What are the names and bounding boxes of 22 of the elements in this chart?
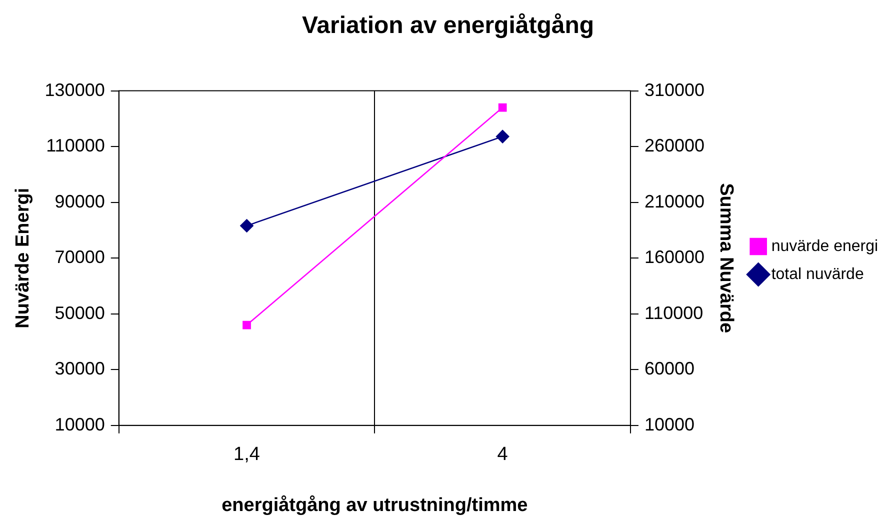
x-tick-label: 1,4 — [234, 444, 260, 466]
y2-tick-label: 10000 — [644, 414, 695, 434]
y2-axis-title: Summa Nuvärde — [716, 183, 737, 334]
y-tick-label: 130000 — [44, 80, 105, 100]
y2-tick-label: 310000 — [644, 80, 705, 100]
y2-tick-label: 260000 — [644, 136, 705, 156]
legend-label: total nuvärde — [771, 266, 864, 283]
x-axis-title: energiåtgång av utrustning/timme — [222, 494, 528, 516]
y-tick-label: 50000 — [54, 302, 105, 323]
y2-tick-label: 160000 — [644, 247, 705, 268]
legend-label: nuvärde energi — [771, 238, 878, 255]
y-tick-label: 90000 — [54, 191, 105, 212]
y-axis-title: Nuvärde Energi — [12, 188, 34, 328]
y2-tick-label: 210000 — [644, 191, 705, 212]
chart-title: Variation av energiåtgång — [302, 12, 594, 40]
x-tick-label: 4 — [497, 444, 508, 466]
y2-tick-label: 110000 — [644, 302, 704, 323]
y-tick-label: 110000 — [46, 136, 105, 156]
y-tick-label: 30000 — [54, 358, 105, 379]
y-tick-label: 10000 — [54, 414, 105, 434]
y-tick-label: 70000 — [54, 247, 105, 268]
y2-tick-label: 60000 — [644, 358, 695, 379]
